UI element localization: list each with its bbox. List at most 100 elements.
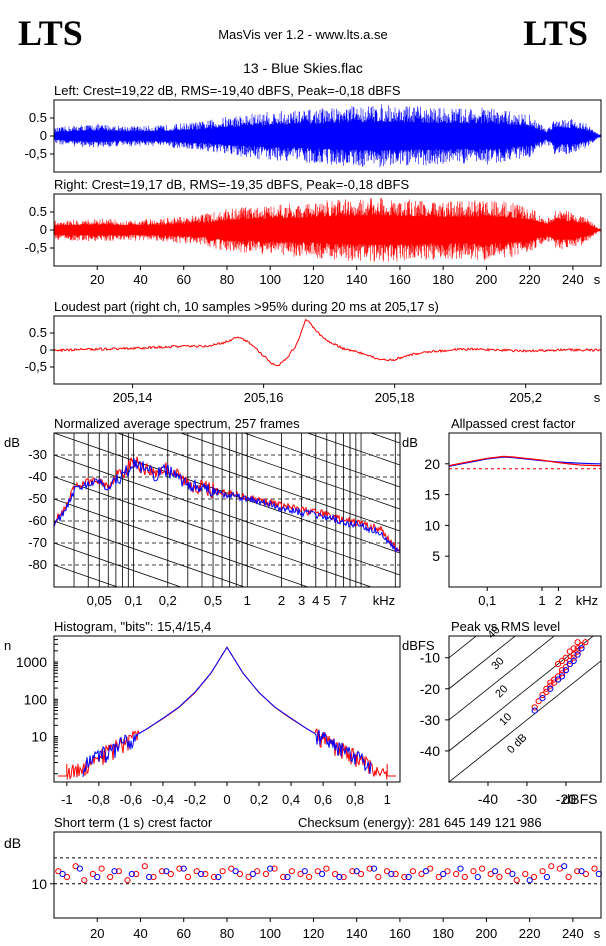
shortcrest-point-blue	[76, 865, 84, 872]
peakrms-xlabel: dBFS	[562, 791, 597, 807]
loudest-title: Loudest part (right ch, 10 samples >95% …	[54, 299, 439, 314]
shortcrest-point-blue	[388, 870, 395, 878]
shortcrest-point-red	[236, 870, 243, 878]
shortcrest-xtick-label: 180	[432, 926, 454, 941]
peakrms-point-red	[566, 648, 573, 655]
peakrms-xtick-label: -30	[517, 791, 537, 807]
peakrms-point-red	[574, 648, 581, 655]
peakrms-diagonal	[449, 660, 601, 782]
shortcrest-point-red	[98, 865, 105, 872]
histogram-ylabel: n	[4, 638, 11, 653]
peakrms-point-red	[543, 685, 550, 692]
peakrms-point-red	[551, 679, 558, 686]
shortcrest-point-red	[314, 868, 321, 875]
peakrms-ytick-label: -40	[420, 743, 440, 759]
loudest-ytick-label: -0,5	[25, 359, 47, 374]
right-xtick-label: 240	[562, 272, 584, 287]
loudest-xtick-label: 205,16	[244, 390, 284, 405]
spectrum-xtick-label: 0,5	[204, 593, 222, 608]
peakrms-ylabel: dBFS	[402, 638, 435, 653]
loudest-xtick-label: 205,2	[509, 390, 542, 405]
shortcrest-point-blue	[336, 873, 343, 881]
spectrum-slope-line	[179, 433, 400, 510]
loudest-panel: Loudest part (right ch, 10 samples >95% …	[25, 299, 602, 405]
shortcrest-point-red	[193, 868, 200, 875]
allpassed-xtick-label: 0,1	[478, 593, 496, 608]
histogram-ytick-label: 100	[24, 691, 48, 707]
peakrms-ytick-label: -20	[420, 681, 440, 697]
shortcrest-point-red	[522, 870, 529, 878]
shortcrest-frame	[53, 831, 602, 919]
shortcrest-point-red	[409, 868, 416, 875]
spectrum-slope-line	[54, 542, 183, 587]
shortcrest-point-blue	[422, 868, 429, 875]
shortcrest-point-red	[461, 873, 468, 881]
shortcrest-xtick-label: 60	[176, 926, 190, 941]
spectrum-title: Normalized average spectrum, 257 frames	[54, 416, 300, 431]
right-xtick-label: 140	[346, 272, 368, 287]
spectrum-slope-line	[116, 433, 400, 532]
peakrms-point-blue	[562, 667, 570, 674]
histogram-xtick-label: 0	[223, 792, 230, 807]
histogram-title: Histogram, "bits": 15,4/15,4	[54, 619, 211, 634]
peakrms-diagonal	[449, 636, 555, 721]
shortcrest-point-red	[245, 873, 252, 881]
spectrum-slope-line	[54, 498, 309, 587]
shortcrest-point-blue	[267, 865, 274, 872]
peakrms-ytick-label: -10	[420, 650, 440, 666]
shortcrest-point-red	[513, 877, 520, 884]
shortcrest-point-red	[254, 868, 261, 875]
right-xunit: s	[594, 272, 601, 287]
shortcrest-point-blue	[543, 873, 551, 881]
spectrum-xunit: kHz	[373, 593, 395, 608]
shortcrest-title: Short term (1 s) crest factor	[54, 815, 213, 830]
right-xtick-label: 40	[133, 272, 147, 287]
spectrum-slope-line	[54, 476, 373, 587]
histogram-xtick-label: -0,4	[152, 792, 174, 807]
spectrum-xtick-label: 4	[312, 593, 319, 608]
shortcrest-point-blue	[180, 865, 187, 872]
histogram-baseline	[58, 764, 396, 777]
shortcrest-point-red	[107, 873, 114, 881]
shortcrest-point-red	[496, 873, 503, 881]
shortcrest-point-red	[366, 865, 373, 872]
peakrms-point-blue	[558, 673, 566, 680]
shortcrest-point-red	[150, 873, 157, 881]
histogram-panel: Histogram, "bits": 15,4/15,4n100010010-1…	[4, 619, 396, 807]
left-frame	[53, 99, 602, 173]
logo-left: LTS	[18, 13, 83, 53]
peakrms-point-blue	[539, 695, 546, 702]
spectrum-frame	[53, 432, 401, 588]
histogram-series-blue	[82, 646, 372, 778]
shortcrest-point-blue	[111, 868, 118, 875]
shortcrest-panel: Short term (1 s) crest factor Checksum (e…	[4, 815, 602, 941]
shortcrest-xunit: s	[594, 926, 601, 941]
peakrms-title: Peak vs RMS level	[451, 619, 560, 634]
shortcrest-point-red	[435, 873, 442, 881]
allpassed-xunit: kHz	[576, 593, 598, 608]
histogram-xtick-label: 0,6	[314, 792, 332, 807]
left-ytick-label: 0	[40, 128, 47, 143]
right-xtick-label: 20	[90, 272, 104, 287]
right-waveform	[53, 197, 602, 262]
allpassed-frame	[448, 432, 602, 588]
shortcrest-xtick-label: 80	[220, 926, 234, 941]
shortcrest-point-red	[55, 868, 62, 875]
shortcrest-point-red	[453, 870, 460, 878]
shortcrest-xtick-label: 160	[389, 926, 411, 941]
histogram-xtick-label: 0,8	[346, 792, 364, 807]
shortcrest-xtick-label: 200	[476, 926, 498, 941]
shortcrest-xtick-label: 40	[133, 926, 147, 941]
checksum-label: Checksum (energy): 281 645 149 121 986	[298, 815, 542, 830]
right-xtick-label: 60	[176, 272, 190, 287]
peakrms-point-blue	[570, 657, 577, 665]
peakrms-point-red	[582, 639, 589, 646]
shortcrest-point-red	[418, 870, 425, 878]
loudest-xunit: s	[594, 390, 601, 405]
allpassed-series-red	[448, 455, 601, 467]
spectrum-xtick-label: 0,1	[124, 593, 142, 608]
spectrum-ytick-label: -50	[28, 491, 47, 506]
histogram-ytick-label: 10	[31, 729, 47, 745]
shortcrest-xtick-label: 220	[519, 926, 541, 941]
shortcrest-point-blue	[146, 873, 153, 881]
